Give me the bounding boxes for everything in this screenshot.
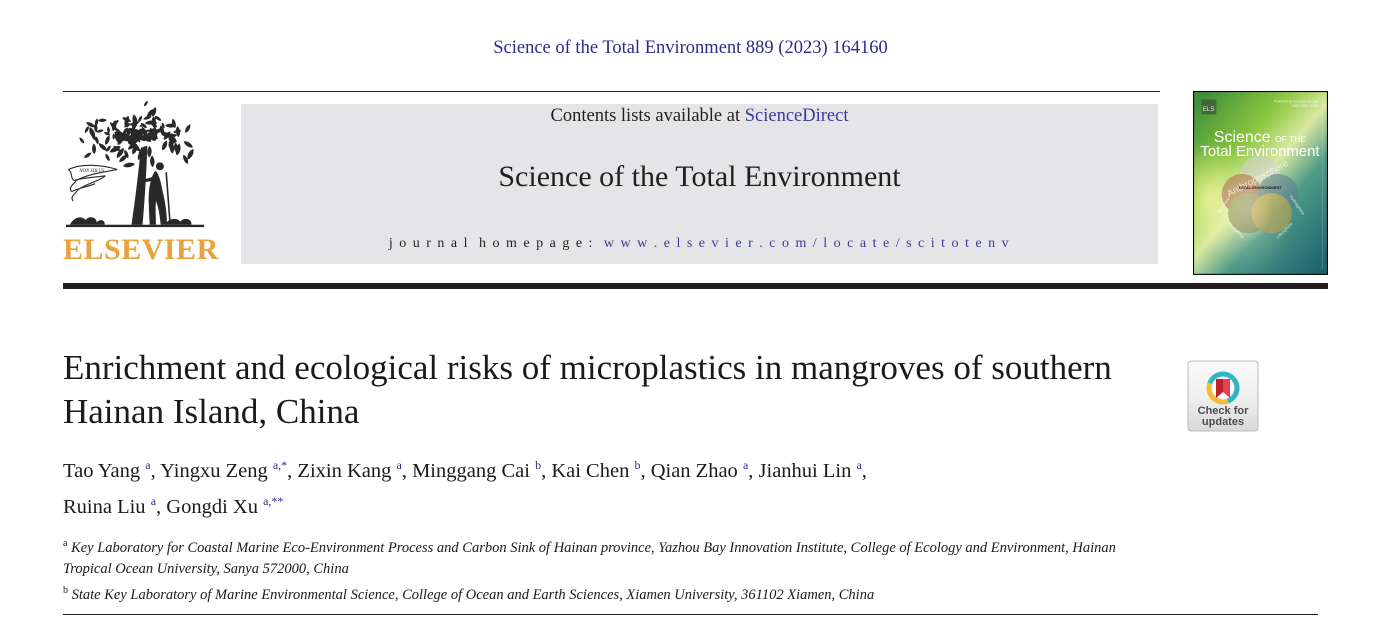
svg-text:TOTAL ENVIRONMENT: TOTAL ENVIRONMENT: [1238, 185, 1282, 190]
svg-text:NON SOLUS: NON SOLUS: [78, 169, 105, 174]
svg-text:ELS: ELS: [1203, 106, 1215, 113]
svg-text:0000-0000 / XXXX: 0000-0000 / XXXX: [1292, 104, 1319, 108]
